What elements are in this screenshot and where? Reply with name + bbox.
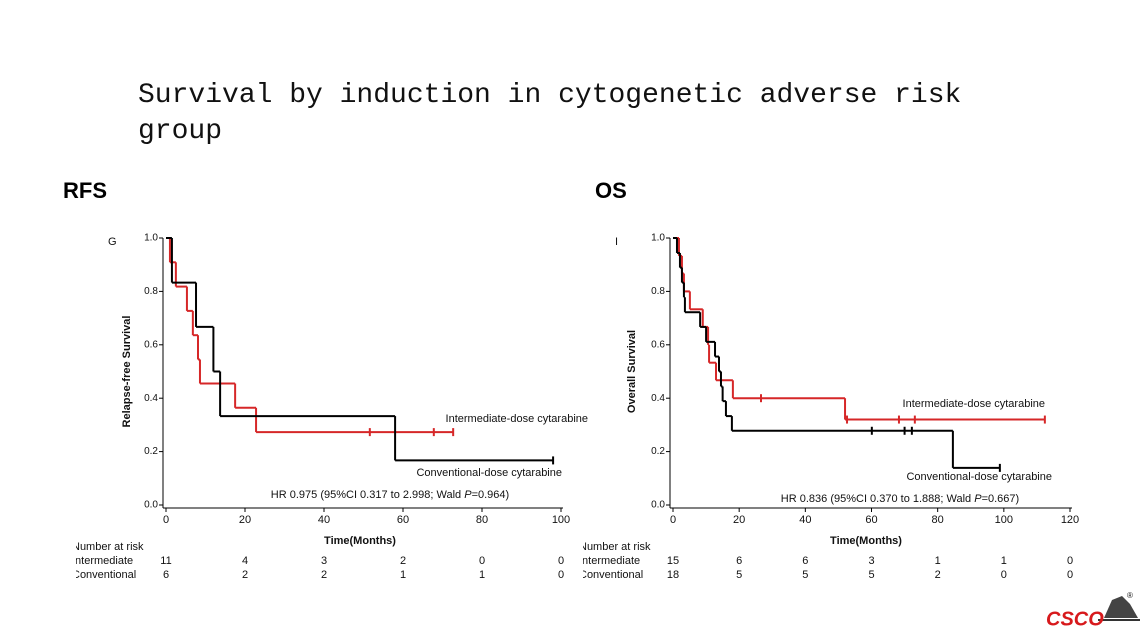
x-tick-label: 0 xyxy=(163,514,169,526)
risk-count: 15 xyxy=(667,555,679,567)
y-tick-label: 0.4 xyxy=(144,393,158,404)
risk-table: Number at risk Intermediate Conventional xyxy=(579,541,651,581)
y-tick-label: 0.2 xyxy=(144,446,158,457)
risk-count: 2 xyxy=(242,569,248,581)
x-tick-label: 80 xyxy=(932,514,944,526)
risk-count: 4 xyxy=(242,555,248,567)
risk-count: 3 xyxy=(321,555,327,567)
risk-row-label: Conventional xyxy=(72,569,136,581)
risk-count: 2 xyxy=(400,555,406,567)
risk-count: 1 xyxy=(935,555,941,567)
risk-count: 5 xyxy=(802,569,808,581)
y-tick-label: 0.4 xyxy=(651,393,665,404)
risk-count: 0 xyxy=(1001,569,1007,581)
x-tick-label: 0 xyxy=(670,514,676,526)
logo-icon xyxy=(1104,596,1138,618)
risk-count: 1 xyxy=(479,569,485,581)
x-tick-label: 40 xyxy=(799,514,811,526)
logo-text: CSCO xyxy=(1046,608,1104,630)
x-axis-label: Time(Months) xyxy=(830,535,902,547)
y-tick-label: 0.0 xyxy=(651,500,665,511)
risk-count: 3 xyxy=(868,555,874,567)
risk-count: 0 xyxy=(558,569,564,581)
risk-count: 11 xyxy=(160,555,171,567)
logo-mark: ® xyxy=(1127,591,1133,600)
risk-count: 1 xyxy=(400,569,406,581)
risk-row-label: Intermediate xyxy=(579,555,640,567)
y-tick-label: 0.6 xyxy=(144,339,158,350)
hazard-ratio: HR 0.836 (95%CI 0.370 to 1.888; Wald P=0… xyxy=(781,493,1019,505)
hazard-ratio-part: P xyxy=(464,489,472,501)
risk-count: 6 xyxy=(802,555,808,567)
risk-count: 5 xyxy=(736,569,742,581)
logo: CSCO ® xyxy=(1046,591,1140,630)
x-tick-label: 60 xyxy=(865,514,877,526)
risk-count: 1 xyxy=(1001,555,1007,567)
x-tick-label: 100 xyxy=(552,514,570,526)
y-axis-label: Overall Survival xyxy=(626,330,638,413)
hazard-ratio-part: P xyxy=(974,493,982,505)
x-tick-label: 120 xyxy=(1061,514,1079,526)
risk-count: 2 xyxy=(935,569,941,581)
y-tick-label: 0.8 xyxy=(144,286,158,297)
x-tick-label: 20 xyxy=(733,514,745,526)
y-tick-label: 1.0 xyxy=(651,233,665,244)
risk-count: 0 xyxy=(479,555,485,567)
hazard-ratio-part: HR 0.836 (95%CI 0.370 to 1.888; Wald xyxy=(781,493,974,505)
series-label: Conventional-dose cytarabine xyxy=(906,471,1052,483)
risk-count: 0 xyxy=(558,555,564,567)
risk-row-label: Conventional xyxy=(579,569,643,581)
x-tick-label: 100 xyxy=(995,514,1013,526)
risk-count: 0 xyxy=(1067,569,1073,581)
risk-count: 6 xyxy=(736,555,742,567)
x-tick-label: 80 xyxy=(476,514,488,526)
x-tick-label: 40 xyxy=(318,514,330,526)
series-label: Conventional-dose cytarabine xyxy=(416,467,562,479)
risk-count: 18 xyxy=(667,569,679,581)
y-tick-label: 1.0 xyxy=(144,233,158,244)
hazard-ratio-part: =0.964) xyxy=(472,489,510,501)
chart-heading: RFS xyxy=(63,178,107,203)
panel-label: G xyxy=(108,236,117,248)
risk-count: 5 xyxy=(868,569,874,581)
risk-count: 0 xyxy=(1067,555,1073,567)
risk-count: 2 xyxy=(321,569,327,581)
hazard-ratio-part: =0.667) xyxy=(982,493,1020,505)
y-tick-label: 0.2 xyxy=(651,446,665,457)
y-axis-label: Relapse-free Survival xyxy=(121,316,133,428)
risk-table: Number at risk Intermediate Conventional xyxy=(72,541,144,581)
x-tick-label: 20 xyxy=(239,514,251,526)
x-tick-label: 60 xyxy=(397,514,409,526)
series-label: Intermediate-dose cytarabine xyxy=(446,413,588,425)
hazard-ratio: HR 0.975 (95%CI 0.317 to 2.998; Wald P=0… xyxy=(271,489,509,501)
risk-title: Number at risk xyxy=(579,541,651,553)
hazard-ratio-part: HR 0.975 (95%CI 0.317 to 2.998; Wald xyxy=(271,489,464,501)
series-label: Intermediate-dose cytarabine xyxy=(903,398,1045,410)
chart-heading: OS xyxy=(595,178,627,203)
y-tick-label: 0.8 xyxy=(651,286,665,297)
risk-title: Number at risk xyxy=(72,541,144,553)
y-tick-label: 0.0 xyxy=(144,500,158,511)
y-tick-label: 0.6 xyxy=(651,339,665,350)
risk-count: 6 xyxy=(163,569,169,581)
risk-row-label: Intermediate xyxy=(72,555,133,567)
x-axis-label: Time(Months) xyxy=(324,535,396,547)
panel-label: I xyxy=(615,236,618,248)
slide-title: Survival by induction in cytogenetic adv… xyxy=(138,80,962,147)
